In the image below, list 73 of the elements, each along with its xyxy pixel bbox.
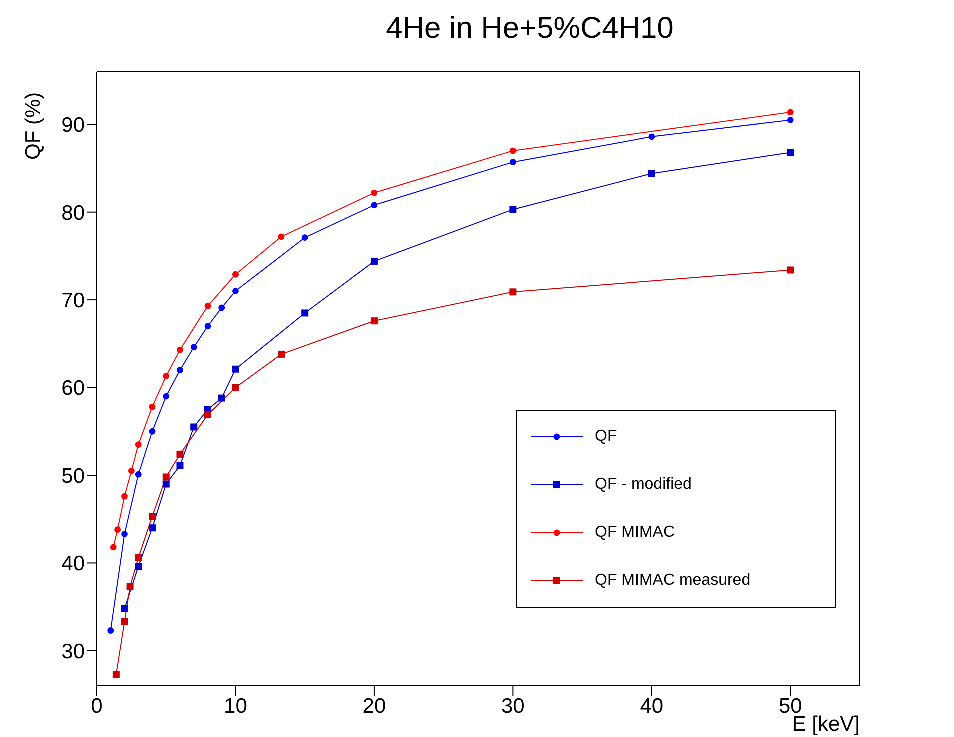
point xyxy=(232,366,240,373)
point xyxy=(177,367,184,374)
point xyxy=(126,583,134,590)
point xyxy=(204,323,212,330)
point xyxy=(121,618,128,626)
point xyxy=(370,318,378,325)
point xyxy=(204,302,212,310)
point xyxy=(218,304,226,312)
point xyxy=(122,531,128,538)
point xyxy=(148,513,156,520)
point xyxy=(648,170,656,178)
point xyxy=(371,202,378,209)
point xyxy=(787,149,794,156)
point xyxy=(787,109,794,116)
y-tick-label: 30 xyxy=(62,640,85,664)
point xyxy=(108,628,114,634)
point xyxy=(510,148,516,154)
point xyxy=(232,271,239,278)
point xyxy=(278,350,286,358)
legend-label: QF xyxy=(595,428,618,446)
point xyxy=(176,462,184,470)
point xyxy=(371,190,378,196)
x-tick-label: 0 xyxy=(91,694,103,718)
point xyxy=(176,450,184,458)
point xyxy=(232,288,239,294)
point xyxy=(163,373,170,380)
point xyxy=(128,468,135,474)
x-tick-label: 40 xyxy=(640,694,664,718)
y-tick-label: 70 xyxy=(62,290,85,313)
point xyxy=(121,605,128,612)
y-tick-label: 50 xyxy=(62,464,85,488)
point xyxy=(787,266,794,274)
y-tick-label: 80 xyxy=(62,202,85,225)
legend-label: QF - modified xyxy=(595,476,692,494)
point xyxy=(510,159,516,166)
point xyxy=(110,544,117,551)
point xyxy=(190,344,198,351)
point xyxy=(190,424,198,431)
point xyxy=(177,346,184,354)
point xyxy=(149,404,156,410)
point xyxy=(135,471,142,478)
point xyxy=(510,288,517,296)
legend-label: QF MIMAC measured xyxy=(595,572,751,590)
point xyxy=(278,234,285,240)
point xyxy=(648,134,656,140)
point xyxy=(302,234,308,241)
y-axis-title: QF (%) xyxy=(22,92,46,160)
point xyxy=(148,524,156,532)
point xyxy=(135,442,142,448)
point xyxy=(787,117,794,124)
point xyxy=(162,480,170,488)
point xyxy=(114,526,122,534)
x-tick-label: 30 xyxy=(502,694,525,718)
y-tick-label: 60 xyxy=(62,377,85,400)
point xyxy=(232,384,240,392)
point xyxy=(510,206,517,214)
legend-label: QF MIMAC xyxy=(595,524,675,542)
point xyxy=(149,428,156,435)
point xyxy=(162,474,170,481)
point xyxy=(135,554,142,562)
point xyxy=(370,258,378,265)
point xyxy=(204,411,212,418)
chart-title: 4He in He+5%C4H10 xyxy=(385,12,675,46)
point xyxy=(135,563,142,570)
point xyxy=(218,394,226,402)
x-tick-label: 10 xyxy=(224,694,248,718)
x-tick-label: 20 xyxy=(362,694,386,718)
y-tick-label: 90 xyxy=(62,114,85,138)
point xyxy=(163,393,170,400)
point xyxy=(112,671,120,678)
y-tick-label: 40 xyxy=(62,552,85,576)
point xyxy=(302,310,309,317)
point xyxy=(122,493,128,500)
